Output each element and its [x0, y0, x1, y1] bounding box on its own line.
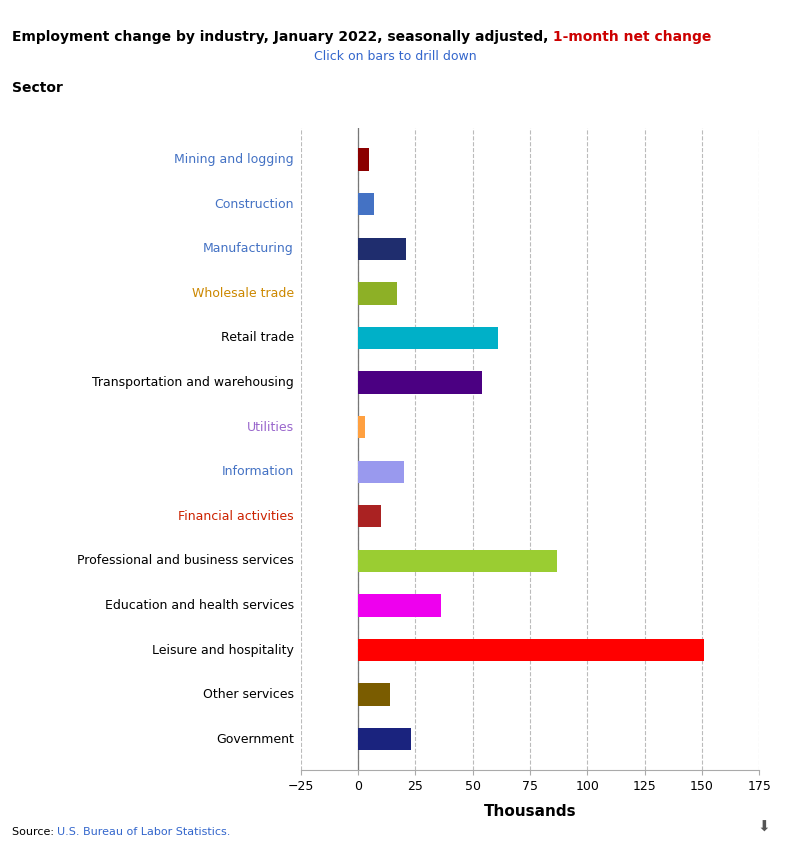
Text: Transportation and warehousing: Transportation and warehousing [92, 376, 293, 389]
Text: 1-month net change: 1-month net change [548, 30, 712, 44]
Bar [358, 372, 482, 394]
Bar [358, 148, 369, 170]
Text: Wholesale trade: Wholesale trade [191, 287, 293, 300]
Text: Utilities: Utilities [247, 420, 293, 434]
Bar [358, 505, 381, 527]
Bar [358, 683, 390, 705]
Bar [358, 728, 411, 751]
Text: Manufacturing: Manufacturing [203, 242, 293, 255]
Bar [358, 193, 374, 216]
Bar [358, 550, 558, 572]
Bar [358, 594, 441, 616]
Text: Source:: Source: [12, 827, 58, 837]
Text: Retail trade: Retail trade [221, 331, 293, 344]
Text: Professional and business services: Professional and business services [77, 555, 293, 568]
Text: Click on bars to drill down: Click on bars to drill down [314, 50, 477, 62]
Bar [358, 639, 704, 661]
Text: Mining and logging: Mining and logging [174, 153, 293, 166]
Bar [358, 416, 365, 438]
Text: Leisure and hospitality: Leisure and hospitality [152, 644, 293, 657]
Text: Employment change by industry, January 2022, seasonally adjusted,: Employment change by industry, January 2… [12, 30, 548, 44]
Text: Government: Government [216, 733, 293, 746]
Text: ⬇: ⬇ [757, 819, 770, 835]
Text: Other services: Other services [202, 688, 293, 701]
X-axis label: Thousands: Thousands [483, 805, 577, 819]
Bar [358, 238, 406, 260]
Bar [358, 461, 404, 483]
Bar [358, 327, 498, 349]
Text: Construction: Construction [214, 198, 293, 211]
Text: Financial activities: Financial activities [178, 510, 293, 523]
Bar [358, 282, 397, 305]
Text: Sector: Sector [12, 81, 62, 95]
Text: Information: Information [221, 465, 293, 479]
Text: Education and health services: Education and health services [104, 599, 293, 612]
Text: U.S. Bureau of Labor Statistics.: U.S. Bureau of Labor Statistics. [58, 827, 231, 837]
